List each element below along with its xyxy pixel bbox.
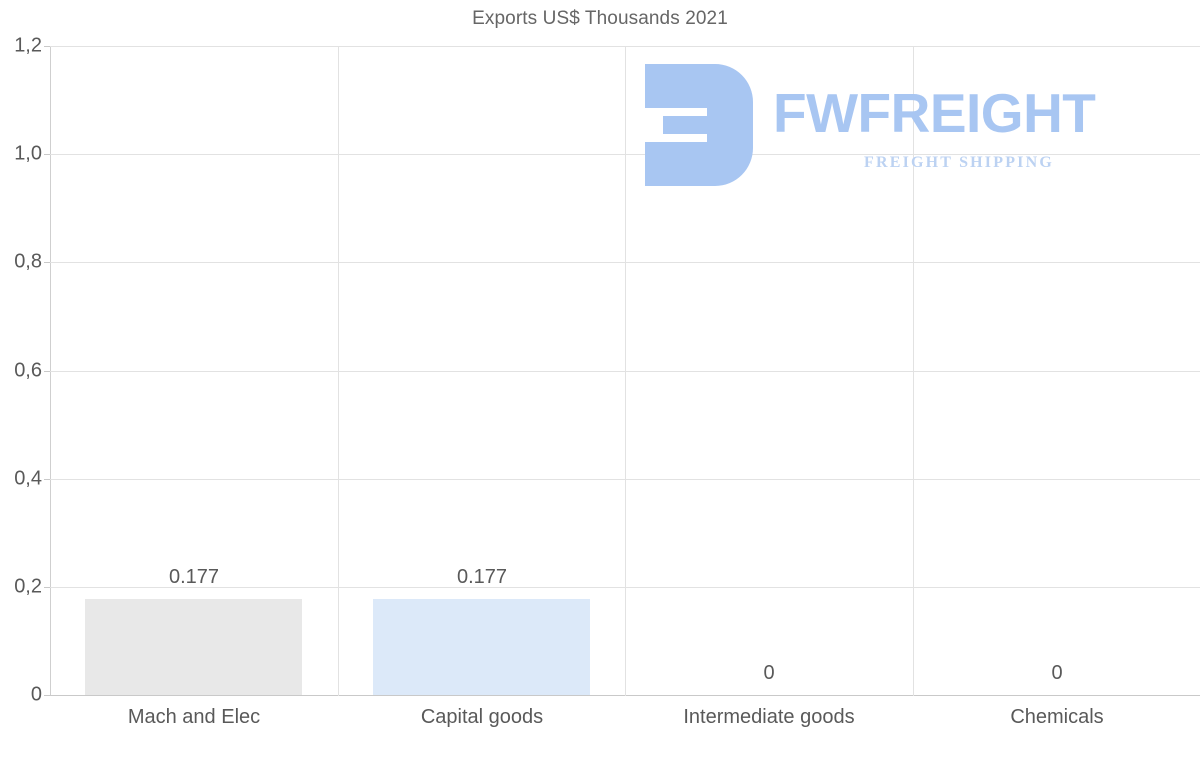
fw-logo-icon [645, 64, 753, 186]
y-axis-tick [44, 371, 50, 372]
chart-title: Exports US$ Thousands 2021 [472, 8, 728, 29]
x-axis-category-label: Mach and Elec [127, 706, 261, 728]
y-axis-tick [44, 262, 50, 263]
bar-value-label: 0 [1051, 662, 1063, 684]
y-axis-tick [44, 587, 50, 588]
y-axis-tick-label: 1,0 [14, 142, 42, 165]
bar-value-label: 0.177 [168, 566, 220, 588]
watermark-text: FWFREIGHT FREIGHT SHIPPING [773, 58, 1145, 186]
bar[interactable] [373, 599, 590, 695]
x-axis-category-label: Capital goods [420, 706, 544, 728]
x-axis-category-label: Intermediate goods [683, 706, 855, 728]
bar-value-label: 0 [763, 662, 775, 684]
category-divider [338, 46, 339, 696]
watermark-tagline: FREIGHT SHIPPING [863, 154, 1055, 171]
category-divider [625, 46, 626, 696]
x-axis-category-label: Chemicals [1010, 706, 1104, 728]
watermark-brand-name: FWFREIGHT [773, 82, 1096, 144]
y-axis-tick-label: 0,4 [14, 467, 42, 490]
y-axis-tick-label: 1,2 [14, 34, 42, 57]
category-divider [913, 46, 914, 696]
y-axis-tick [44, 154, 50, 155]
y-axis-tick-label: 0,6 [14, 359, 42, 382]
y-axis-tick [44, 695, 50, 696]
y-axis-tick-label: 0,2 [14, 575, 42, 598]
y-axis-tick-label: 0,8 [14, 250, 42, 273]
y-axis-tick [44, 46, 50, 47]
watermark: FWFREIGHT FREIGHT SHIPPING [645, 58, 1145, 186]
y-axis-line [50, 46, 51, 695]
y-axis-tick [44, 479, 50, 480]
bar[interactable] [85, 599, 302, 695]
bar-value-label: 0.177 [456, 566, 508, 588]
y-axis-tick-label: 0 [30, 683, 42, 706]
